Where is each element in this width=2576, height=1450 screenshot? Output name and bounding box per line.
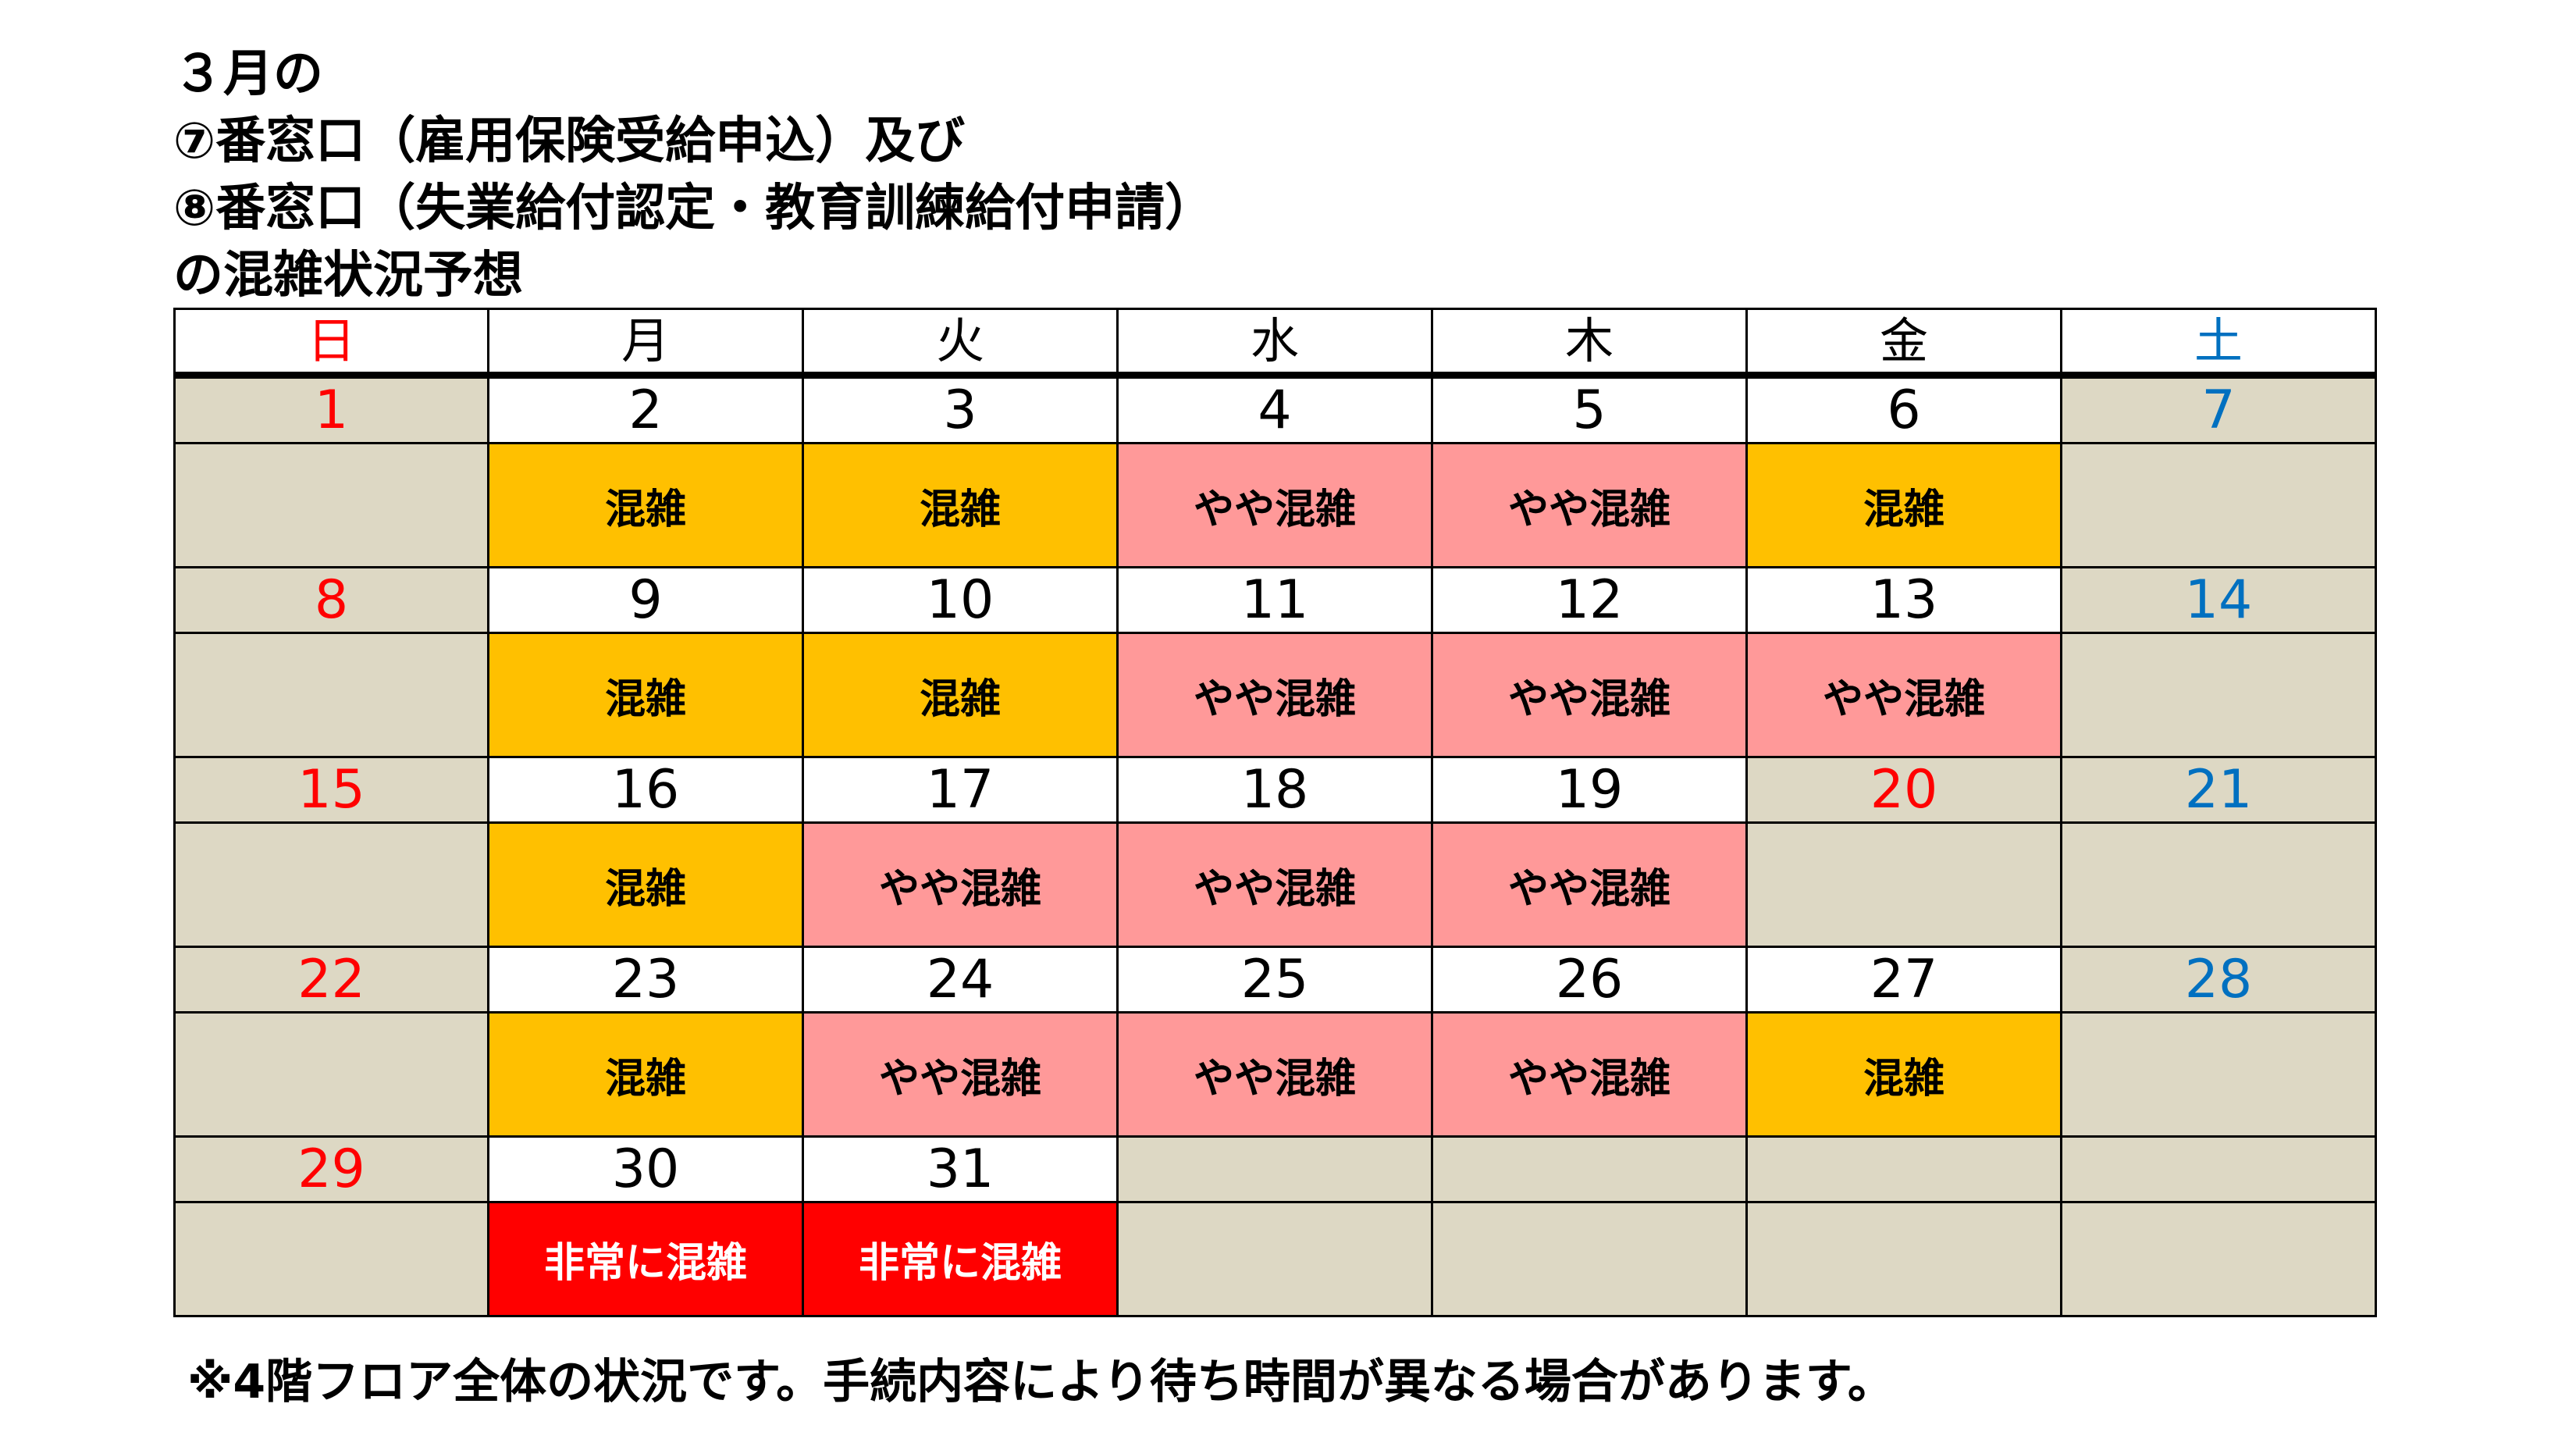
date-cell: 24 — [802, 946, 1119, 1014]
empty-status-cell — [173, 442, 489, 568]
weekday-sunday: 日 — [173, 308, 489, 376]
page-title: ３月の ⑦番窓口（雇用保険受給申込）及び ⑧番窓口（失業給付認定・教育訓練給付申… — [173, 41, 1215, 309]
status-row: 混雑 混雑 やや混雑 やや混雑 やや混雑 — [173, 632, 2377, 758]
empty-status-cell — [2060, 1011, 2377, 1138]
date-row: 29 30 31 — [173, 1135, 2377, 1203]
date-cell: 12 — [1431, 566, 1748, 634]
weekday-header-row: 日 月 火 水 木 金 土 — [173, 308, 2377, 376]
weekday-wednesday: 水 — [1116, 308, 1433, 376]
date-cell: 1 — [173, 374, 489, 444]
date-cell: 3 — [802, 374, 1119, 444]
date-cell — [2060, 1135, 2377, 1203]
congestion-status-cell: やや混雑 — [1116, 442, 1433, 568]
congestion-status-cell: 非常に混雑 — [487, 1201, 804, 1317]
weekday-thursday: 木 — [1431, 308, 1748, 376]
date-cell: 10 — [802, 566, 1119, 634]
date-cell: 13 — [1745, 566, 2062, 634]
status-row: 混雑 混雑 やや混雑 やや混雑 混雑 — [173, 442, 2377, 568]
date-cell: 26 — [1431, 946, 1748, 1014]
date-cell: 19 — [1431, 756, 1748, 824]
congestion-status-cell: やや混雑 — [1116, 1011, 1433, 1138]
date-cell: 18 — [1116, 756, 1433, 824]
date-cell: 8 — [173, 566, 489, 634]
empty-status-cell — [2060, 1201, 2377, 1317]
empty-status-cell — [1431, 1201, 1748, 1317]
date-cell: 31 — [802, 1135, 1119, 1203]
date-cell: 6 — [1745, 374, 2062, 444]
title-line-2: ⑦番窓口（雇用保険受給申込）及び — [173, 112, 966, 170]
weekday-friday: 金 — [1745, 308, 2062, 376]
date-cell: 14 — [2060, 566, 2377, 634]
date-cell: 25 — [1116, 946, 1433, 1014]
congestion-calendar: 日 月 火 水 木 金 土 1 2 3 4 5 6 7 混雑 混雑 やや混雑 やや混雑 混雑 8 9 10 1… — [173, 308, 2377, 1317]
status-row: 混雑 やや混雑 やや混雑 やや混雑 — [173, 821, 2377, 948]
date-cell: 17 — [802, 756, 1119, 824]
status-row: 非常に混雑 非常に混雑 — [173, 1201, 2377, 1317]
congestion-status-cell: やや混雑 — [1745, 632, 2062, 758]
status-row: 混雑 やや混雑 やや混雑 やや混雑 混雑 — [173, 1011, 2377, 1138]
date-cell: 9 — [487, 566, 804, 634]
congestion-status-cell: やや混雑 — [1431, 632, 1748, 758]
congestion-status-cell: 混雑 — [1745, 442, 2062, 568]
weekday-saturday: 土 — [2060, 308, 2377, 376]
empty-status-cell — [1116, 1201, 1433, 1317]
date-cell: 21 — [2060, 756, 2377, 824]
empty-status-cell — [1745, 821, 2062, 948]
date-cell: 20 — [1745, 756, 2062, 824]
date-cell: 28 — [2060, 946, 2377, 1014]
date-cell: 27 — [1745, 946, 2062, 1014]
title-line-3: ⑧番窓口（失業給付認定・教育訓練給付申請） — [173, 180, 1215, 237]
date-cell — [1745, 1135, 2062, 1203]
empty-status-cell — [2060, 442, 2377, 568]
congestion-status-cell: やや混雑 — [802, 821, 1119, 948]
date-cell: 16 — [487, 756, 804, 824]
empty-status-cell — [2060, 632, 2377, 758]
empty-status-cell — [173, 632, 489, 758]
empty-status-cell — [2060, 821, 2377, 948]
weekday-tuesday: 火 — [802, 308, 1119, 376]
congestion-status-cell: 混雑 — [487, 821, 804, 948]
empty-status-cell — [1745, 1201, 2062, 1317]
congestion-status-cell: やや混雑 — [802, 1011, 1119, 1138]
title-line-1: ３月の — [173, 45, 323, 103]
congestion-status-cell: 混雑 — [487, 1011, 804, 1138]
congestion-status-cell: 混雑 — [1745, 1011, 2062, 1138]
footnote: ※4階フロア全体の状況です。手続内容により待ち時間が異なる場合があります。 — [187, 1355, 1895, 1409]
empty-status-cell — [173, 821, 489, 948]
weekday-monday: 月 — [487, 308, 804, 376]
congestion-status-cell: 非常に混雑 — [802, 1201, 1119, 1317]
congestion-status-cell: やや混雑 — [1431, 1011, 1748, 1138]
congestion-status-cell: 混雑 — [802, 632, 1119, 758]
date-cell: 15 — [173, 756, 489, 824]
congestion-status-cell: 混雑 — [487, 442, 804, 568]
congestion-status-cell: やや混雑 — [1116, 821, 1433, 948]
date-cell — [1116, 1135, 1433, 1203]
empty-status-cell — [173, 1201, 489, 1317]
date-cell: 2 — [487, 374, 804, 444]
empty-status-cell — [173, 1011, 489, 1138]
date-cell: 7 — [2060, 374, 2377, 444]
date-row: 22 23 24 25 26 27 28 — [173, 946, 2377, 1014]
date-cell: 22 — [173, 946, 489, 1014]
date-cell — [1431, 1135, 1748, 1203]
congestion-status-cell: やや混雑 — [1431, 442, 1748, 568]
date-cell: 23 — [487, 946, 804, 1014]
date-cell: 5 — [1431, 374, 1748, 444]
date-row: 15 16 17 18 19 20 21 — [173, 756, 2377, 824]
date-row: 8 9 10 11 12 13 14 — [173, 566, 2377, 634]
date-cell: 30 — [487, 1135, 804, 1203]
title-line-4: の混雑状況予想 — [173, 247, 523, 305]
congestion-status-cell: 混雑 — [487, 632, 804, 758]
congestion-status-cell: 混雑 — [802, 442, 1119, 568]
congestion-status-cell: やや混雑 — [1116, 632, 1433, 758]
date-cell: 4 — [1116, 374, 1433, 444]
congestion-status-cell: やや混雑 — [1431, 821, 1748, 948]
date-cell: 29 — [173, 1135, 489, 1203]
date-cell: 11 — [1116, 566, 1433, 634]
